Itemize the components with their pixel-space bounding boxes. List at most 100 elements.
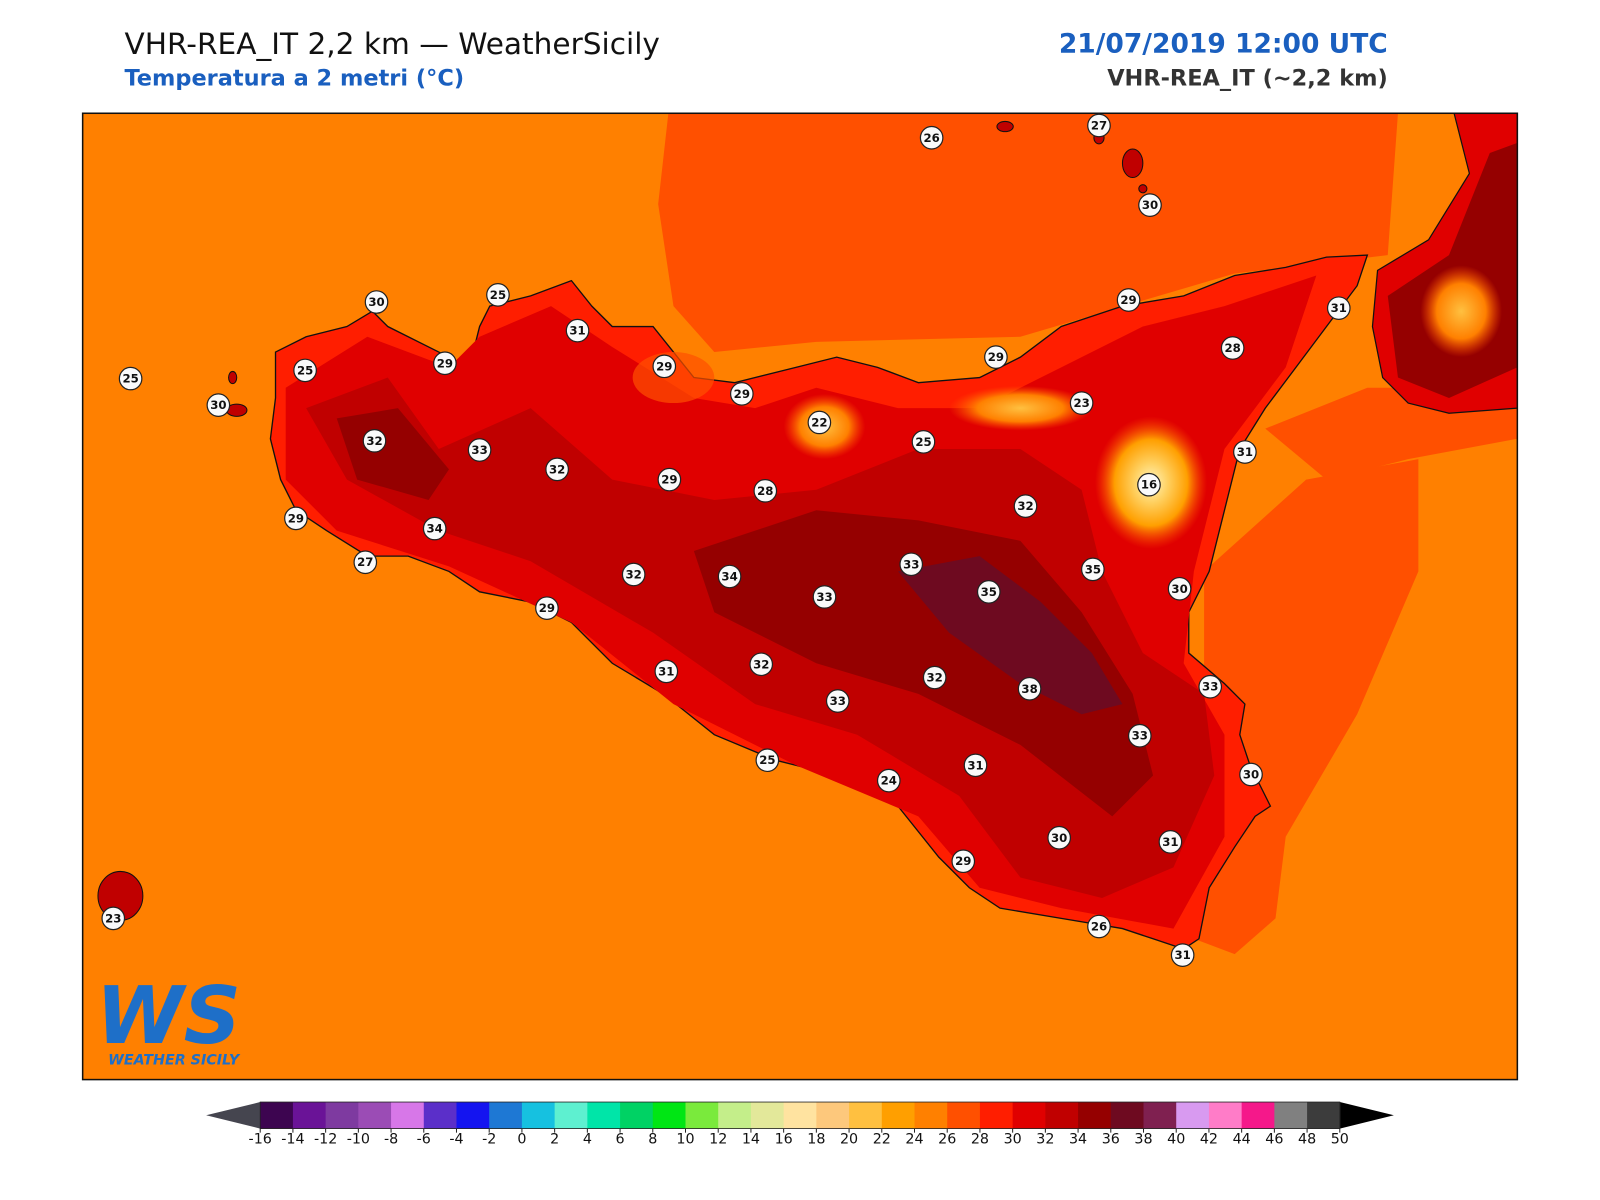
station-marker [1017,676,1042,701]
model-label: VHR-REA_IT (~2,2 km) [1107,66,1388,92]
hot-zone [306,377,1215,898]
station-marker [1087,914,1111,939]
station-value: 35 [1085,562,1101,576]
colorbar-segment [979,1102,1014,1129]
station-value: 27 [357,555,373,569]
station-value: 25 [122,372,138,386]
map-frame [81,112,1519,1081]
station-marker [1069,391,1094,415]
station-marker [362,428,387,453]
station-value: 31 [569,324,585,338]
station-value: 34 [721,570,737,584]
datetime: 21/07/2019 12:00 UTC [1059,28,1388,59]
station-value: 27 [1091,119,1107,133]
colorbar-segment [325,1102,359,1129]
station-value: 29 [955,854,971,868]
station-marker [101,906,126,931]
warm-sea [1193,459,1419,955]
station-marker [1081,557,1105,582]
colorbar-segment [1241,1102,1275,1129]
station-marker [535,596,559,620]
colorbar: -16 -14 -12 -10 -8 -6 -4 -2 0 2 4 6 8 10 12 14 16 18 20 22 2… [206,1101,1394,1147]
station-marker [1198,674,1223,699]
station-marker [976,580,1001,604]
station-marker [433,351,457,376]
colorbar-segment [1143,1102,1177,1129]
station-value: 33 [816,590,832,604]
station-value: 28 [757,484,773,498]
station-value: 35 [981,585,997,599]
colorbar-segment [587,1102,621,1129]
colorbar-segment [489,1102,523,1129]
station-value: 29 [656,359,672,373]
colorbar-tick-label: -4 [449,1131,463,1147]
colorbar-tick-label: 0 [517,1131,526,1147]
colorbar-tick-label: 42 [1200,1131,1218,1147]
colorbar-over [1339,1102,1394,1129]
station-marker [654,659,679,684]
colorbar-tick-label: 2 [550,1131,559,1147]
station-marker [353,550,378,575]
station-marker [825,689,850,713]
station-marker [1170,943,1195,967]
colorbar-segment [1078,1102,1112,1129]
station-marker [1127,723,1152,748]
station-value: 30 [368,295,384,309]
station-marker [911,430,936,454]
colorbar-segment [358,1102,392,1129]
colorbar-segment [750,1102,785,1129]
station-value: 22 [811,415,827,429]
colorbar-tick-label: 38 [1134,1131,1152,1147]
colorbar-segment [947,1102,981,1129]
colorbar-tick-label: -2 [482,1131,496,1147]
station-marker [984,345,1008,369]
colorbar-segment [1012,1102,1046,1129]
colorbar-tick-label: 20 [840,1131,858,1147]
station-value: 31 [658,664,674,678]
colorbar-tick-label: -14 [281,1131,304,1147]
colorbar-segment [554,1102,588,1129]
colorbar-segment [849,1102,883,1129]
very-hot-zone [336,408,449,500]
station-marker [730,382,754,406]
colorbar-segment [914,1102,948,1129]
title: VHR-REA_IT 2,2 km — WeatherSicily [124,27,659,61]
colorbar-tick-label: 10 [676,1131,694,1147]
colorbar-tick-label: 30 [1004,1131,1022,1147]
station-marker [284,506,308,531]
colorbar-segment [1176,1102,1210,1129]
map-field [82,113,1518,1080]
station-value: 38 [1021,682,1037,696]
station-marker [545,457,569,482]
colorbar-tick-label: -12 [314,1131,337,1147]
colorbar-tick-label: 18 [807,1131,825,1147]
colorbar-tick-label: 24 [905,1131,923,1147]
colorbar-segment [260,1102,294,1129]
station-value: 33 [471,443,487,457]
station-marker [1087,113,1111,138]
colorbar-tick-label: 16 [775,1131,793,1147]
colorbar-tick-label: 14 [742,1131,760,1147]
station-marker [1013,494,1038,518]
colorbar-tick-label: 22 [873,1131,891,1147]
colorbar-segment [816,1102,850,1129]
station-marker [118,366,143,391]
station-value: 25 [915,435,931,449]
station-marker [486,283,510,307]
station-marker [951,849,976,874]
station-value: 32 [366,434,382,448]
station-marker [1047,825,1072,850]
colorbar-segment [423,1102,458,1129]
station-marker [565,318,590,343]
station-value: 30 [1142,198,1158,212]
station-value: 29 [288,511,304,525]
station-value: 30 [1051,831,1067,845]
warm-sea [658,113,1398,353]
station-value: 25 [490,288,506,302]
colorbar-tick-label: -6 [417,1131,431,1147]
station-value: 29 [988,350,1004,364]
station-marker [422,516,447,541]
station-value: 33 [1202,680,1218,694]
station-marker [1220,336,1245,360]
